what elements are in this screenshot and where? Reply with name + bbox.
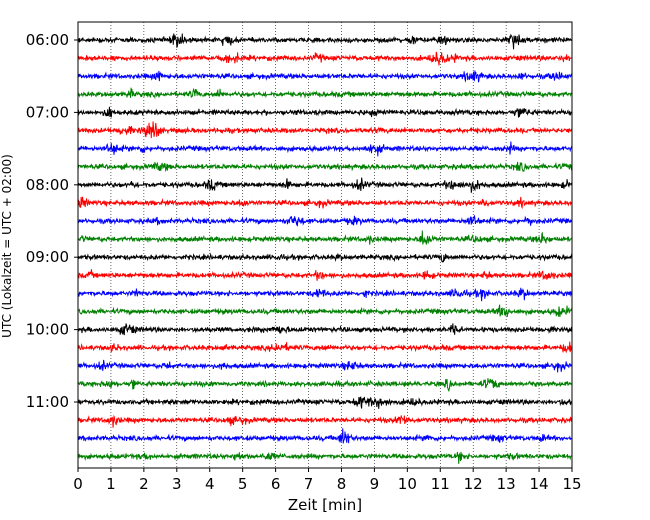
seismic-trace bbox=[77, 196, 573, 210]
x-tick-label: 15 bbox=[562, 475, 581, 493]
x-tick-label: 7 bbox=[304, 475, 314, 493]
seismic-trace bbox=[77, 359, 573, 373]
y-axis-ticks: 06:00 07:00 08:00 09:00 10:00 11:00 bbox=[26, 31, 78, 411]
seismic-trace bbox=[77, 87, 573, 100]
plot-frame bbox=[77, 21, 573, 469]
x-tick-label: 6 bbox=[271, 475, 281, 493]
seismic-trace bbox=[77, 51, 573, 66]
x-tick-label: 12 bbox=[464, 475, 483, 493]
grid-lines bbox=[110, 22, 540, 468]
seismic-trace bbox=[77, 304, 573, 318]
seismic-trace bbox=[77, 106, 573, 118]
seismic-trace bbox=[77, 341, 573, 354]
seismic-trace bbox=[77, 252, 573, 263]
y-tick-label: 11:00 bbox=[26, 393, 69, 411]
seismic-trace bbox=[77, 177, 573, 193]
x-axis-ticks: 0 1 2 3 4 5 6 7 8 9 10 11 12 13 14 15 bbox=[73, 468, 582, 493]
y-axis-label: UTC (Lokalzeit = UTC + 02:00) bbox=[0, 154, 14, 338]
seismic-trace bbox=[77, 428, 573, 444]
seismic-trace bbox=[77, 269, 573, 281]
x-tick-label: 1 bbox=[106, 475, 116, 493]
seismic-traces bbox=[77, 33, 573, 464]
seismic-trace bbox=[77, 141, 573, 157]
seismic-trace bbox=[77, 161, 573, 173]
x-tick-label: 8 bbox=[337, 475, 347, 493]
y-tick-label: 06:00 bbox=[26, 31, 69, 49]
x-tick-label: 3 bbox=[172, 475, 182, 493]
x-tick-label: 5 bbox=[238, 475, 248, 493]
seismic-trace bbox=[77, 214, 573, 227]
seismic-trace bbox=[77, 121, 573, 139]
seismic-trace bbox=[77, 451, 573, 464]
seismic-trace bbox=[77, 70, 573, 83]
y-tick-label: 09:00 bbox=[26, 248, 69, 266]
x-tick-label: 2 bbox=[139, 475, 149, 493]
seismic-trace bbox=[77, 322, 573, 336]
x-tick-label: 13 bbox=[497, 475, 516, 493]
seismic-trace bbox=[77, 33, 573, 50]
x-tick-label: 11 bbox=[431, 475, 450, 493]
x-tick-label: 10 bbox=[398, 475, 417, 493]
x-axis-label: Zeit [min] bbox=[288, 496, 362, 514]
y-tick-label: 10:00 bbox=[26, 321, 69, 339]
seismic-trace bbox=[77, 414, 573, 428]
seismic-trace bbox=[77, 378, 573, 392]
x-tick-label: 4 bbox=[205, 475, 215, 493]
seismic-trace bbox=[77, 396, 573, 409]
seismic-trace bbox=[77, 287, 573, 302]
x-tick-label: 9 bbox=[370, 475, 380, 493]
x-tick-label: 0 bbox=[73, 475, 83, 493]
x-tick-label: 14 bbox=[530, 475, 549, 493]
y-tick-label: 07:00 bbox=[26, 103, 69, 121]
y-tick-label: 08:00 bbox=[26, 176, 69, 194]
seismic-trace bbox=[77, 230, 573, 245]
